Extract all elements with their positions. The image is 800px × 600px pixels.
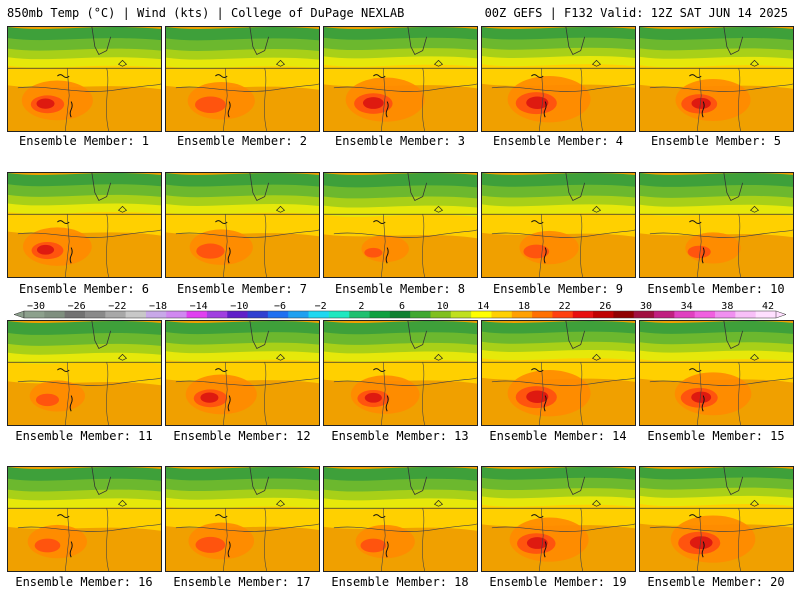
colorbar-swatch xyxy=(430,311,452,318)
ensemble-member-label: Ensemble Member: 13 xyxy=(331,429,469,443)
colorbar-swatch xyxy=(247,311,269,318)
ensemble-member-label: Ensemble Member: 2 xyxy=(176,134,308,148)
colorbar-swatch xyxy=(267,311,289,318)
colorbar-swatch xyxy=(105,311,127,318)
ensemble-member-label: Ensemble Member: 17 xyxy=(173,575,311,589)
colorbar-swatch xyxy=(308,311,330,318)
ensemble-member-map xyxy=(165,466,320,572)
ensemble-member-map xyxy=(165,320,320,426)
colorbar-swatch xyxy=(532,311,553,318)
colorbar-tick-label: 14 xyxy=(477,302,489,312)
colorbar-tick-label: 6 xyxy=(399,302,405,312)
colorbar-swatch xyxy=(186,311,208,318)
colorbar-tick-label: −10 xyxy=(230,302,248,312)
ensemble-member-map xyxy=(7,466,162,572)
ensemble-member-label: Ensemble Member: 15 xyxy=(647,429,785,443)
header-title: 850mb Temp (°C) | Wind (kts) | College o… xyxy=(7,6,405,20)
ensemble-member-label: Ensemble Member: 12 xyxy=(173,429,311,443)
colorbar-swatch xyxy=(288,311,310,318)
colorbar-tick-label: −14 xyxy=(190,302,208,312)
colorbar-tick-label: −2 xyxy=(315,302,327,312)
colorbar-swatch xyxy=(84,311,106,318)
temperature-colorbar: −30 −26 −22 −18 −14 −10 −6 −2 2 6 10 14 18 22 26 30 34 38… xyxy=(14,302,786,322)
colorbar-tick-label: −18 xyxy=(149,302,167,312)
colorbar-tick-label: 22 xyxy=(559,302,571,312)
colorbar-swatch xyxy=(24,311,45,318)
colorbar-tick-label: 34 xyxy=(681,302,693,312)
ensemble-member-map xyxy=(481,320,636,426)
ensemble-member-label: Ensemble Member: 7 xyxy=(176,282,308,296)
colorbar-tick-label: 2 xyxy=(358,302,364,312)
colorbar-swatch xyxy=(450,311,472,318)
colorbar-swatch xyxy=(572,311,594,318)
ensemble-member-label: Ensemble Member: 11 xyxy=(15,429,153,443)
ensemble-member-map xyxy=(323,466,478,572)
ensemble-member-map xyxy=(639,26,794,132)
ensemble-member-label: Ensemble Member: 8 xyxy=(334,282,466,296)
colorbar-tick-label: 10 xyxy=(437,302,449,312)
ensemble-member-label: Ensemble Member: 18 xyxy=(331,575,469,589)
colorbar-tick-label: −6 xyxy=(274,302,286,312)
ensemble-member-label: Ensemble Member: 19 xyxy=(489,575,627,589)
ensemble-member-label: Ensemble Member: 5 xyxy=(650,134,782,148)
colorbar-tick-label: −22 xyxy=(108,302,126,312)
colorbar-swatch xyxy=(410,311,431,318)
colorbar-swatch xyxy=(735,311,757,318)
colorbar-swatch xyxy=(369,311,391,318)
colorbar-swatch xyxy=(125,311,147,318)
colorbar-swatch xyxy=(654,311,675,318)
ensemble-member-map xyxy=(323,172,478,278)
colorbar-swatch xyxy=(511,311,533,318)
ensemble-member-label: Ensemble Member: 6 xyxy=(18,282,150,296)
header-valid-time: 00Z GEFS | F132 Valid: 12Z SAT JUN 14 20… xyxy=(484,6,788,20)
colorbar-swatch xyxy=(491,311,513,318)
ensemble-member-label: Ensemble Member: 4 xyxy=(492,134,624,148)
ensemble-member-map xyxy=(639,320,794,426)
colorbar-tick-label: 26 xyxy=(599,302,611,312)
colorbar-swatch xyxy=(145,311,167,318)
ensemble-member-map xyxy=(165,172,320,278)
ensemble-member-map xyxy=(7,172,162,278)
ensemble-member-label: Ensemble Member: 10 xyxy=(647,282,785,296)
colorbar-swatch xyxy=(613,311,635,318)
colorbar-tick-label: 38 xyxy=(721,302,733,312)
ensemble-member-label: Ensemble Member: 20 xyxy=(647,575,785,589)
colorbar-swatch xyxy=(64,311,86,318)
colorbar-swatch xyxy=(715,311,736,318)
colorbar-swatch xyxy=(206,311,228,318)
ensemble-member-label: Ensemble Member: 16 xyxy=(15,575,153,589)
ensemble-member-map xyxy=(165,26,320,132)
colorbar-tick-label: −26 xyxy=(68,302,86,312)
colorbar-swatch xyxy=(471,311,492,318)
colorbar-swatch xyxy=(674,311,696,318)
ensemble-member-map xyxy=(639,466,794,572)
ensemble-member-label: Ensemble Member: 3 xyxy=(334,134,466,148)
colorbar-swatch xyxy=(694,311,716,318)
ensemble-member-map xyxy=(7,26,162,132)
colorbar-swatch xyxy=(44,311,66,318)
ensemble-member-map xyxy=(481,172,636,278)
ensemble-member-map xyxy=(7,320,162,426)
ensemble-member-label: Ensemble Member: 14 xyxy=(489,429,627,443)
ensemble-member-map xyxy=(323,26,478,132)
ensemble-member-map xyxy=(323,320,478,426)
ensemble-member-map xyxy=(481,26,636,132)
colorbar-swatch xyxy=(755,311,777,318)
colorbar-tick-label: −30 xyxy=(27,302,45,312)
colorbar-swatch xyxy=(389,311,411,318)
colorbar-swatch xyxy=(552,311,574,318)
ensemble-member-label: Ensemble Member: 1 xyxy=(18,134,150,148)
colorbar-swatch xyxy=(227,311,249,318)
colorbar-tick-label: 30 xyxy=(640,302,652,312)
colorbar-tick-label: 42 xyxy=(762,302,774,312)
colorbar-swatch xyxy=(593,311,614,318)
colorbar-swatch xyxy=(349,311,371,318)
colorbar-swatch xyxy=(328,311,350,318)
ensemble-member-map xyxy=(639,172,794,278)
ensemble-member-map xyxy=(481,466,636,572)
colorbar-swatch xyxy=(633,311,655,318)
colorbar-tick-label: 18 xyxy=(518,302,530,312)
ensemble-member-label: Ensemble Member: 9 xyxy=(492,282,624,296)
colorbar-swatch xyxy=(166,311,188,318)
